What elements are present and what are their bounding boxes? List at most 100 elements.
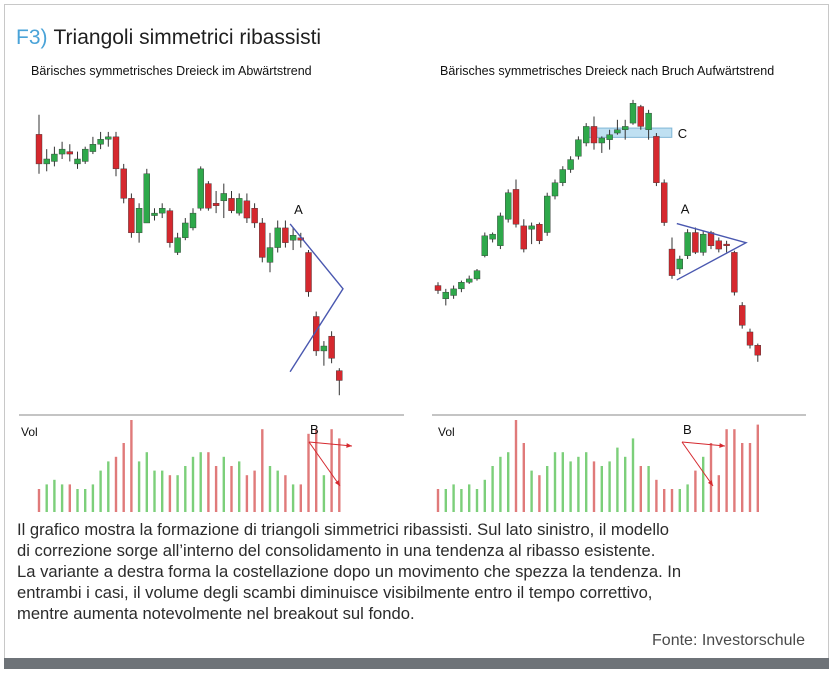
bull-candle <box>622 126 629 130</box>
bear-candle <box>120 168 127 199</box>
volume-bar-up <box>191 456 195 512</box>
bull-candle <box>544 195 551 233</box>
bull-candle <box>466 278 473 283</box>
volume-label: Vol <box>438 425 455 439</box>
figure-title: F3) Triangoli simmetrici ribassisti <box>16 26 321 50</box>
volume-bar-up <box>107 461 110 512</box>
volume-bar-down <box>514 420 518 512</box>
right-chart-title: Bärisches symmetrisches Dreieck nach Bru… <box>440 64 775 78</box>
bear-candle <box>661 182 668 223</box>
volume-bar-up <box>222 456 225 512</box>
volume-bar-down <box>315 429 318 512</box>
bull-candle <box>182 222 189 238</box>
volume-bar-up <box>153 470 156 512</box>
bull-candle <box>551 182 559 197</box>
bull-candle <box>266 247 274 263</box>
volume-bar-down <box>756 424 759 512</box>
bottom-bar <box>4 658 829 669</box>
volume-bar-down <box>522 443 525 512</box>
volume-bar-up <box>276 470 279 512</box>
bear-candle <box>668 248 676 276</box>
volume-bar-down <box>338 438 341 512</box>
volume-bar-up <box>475 489 479 512</box>
bull-candle <box>274 227 281 248</box>
caption-line: Il grafico mostra la formazione di trian… <box>17 520 669 539</box>
volume-bar-down <box>741 443 744 512</box>
caption-line: di correzione sorge all’interno del cons… <box>17 541 656 560</box>
chart-0 <box>19 114 404 512</box>
volume-bar-up <box>678 489 681 512</box>
bull-candle <box>151 212 158 216</box>
volume-arrow <box>308 441 353 447</box>
bear-candle <box>637 106 644 127</box>
volume-arrow <box>308 441 341 487</box>
bull-candle <box>220 193 228 202</box>
bear-candle <box>305 252 312 293</box>
volume-bar-up <box>322 475 326 512</box>
volume-bar-up <box>585 452 588 512</box>
volume-bar-up <box>99 470 102 512</box>
volume-bar-up <box>468 484 471 512</box>
volume-bar-down <box>114 456 118 512</box>
volume-bar-up <box>553 452 557 512</box>
volume-bar-down <box>639 466 642 512</box>
volume-bar-down <box>168 475 172 512</box>
bull-candle <box>143 173 151 224</box>
volume-bar-down <box>538 475 541 512</box>
volume-bar-down <box>307 433 310 512</box>
volume-bar-up <box>686 484 689 512</box>
bear-candle <box>35 134 43 165</box>
volume-bar-up <box>647 466 650 512</box>
volume-bar-down <box>245 475 249 512</box>
bear-candle <box>731 252 738 293</box>
bear-candle <box>723 243 730 246</box>
volume-bar-up <box>499 456 502 512</box>
symmetric-triangle <box>289 223 344 373</box>
bull-candle <box>473 270 481 280</box>
volume-bar-up <box>60 484 64 512</box>
bull-candle <box>81 148 89 162</box>
figure-frame <box>4 4 829 668</box>
bull-candle <box>645 112 652 130</box>
figure-title-text: Triangoli simmetrici ribassisti <box>53 26 322 49</box>
caption-line: La variante a destra forma la costellazi… <box>17 562 682 581</box>
volume-bar-up <box>291 484 295 512</box>
volume-arrow <box>681 441 714 487</box>
volume-bar-down <box>436 489 440 512</box>
bull-candle <box>559 169 566 183</box>
volume-bar-down <box>655 479 658 512</box>
bull-candle <box>614 129 621 134</box>
bear-candle <box>313 316 320 352</box>
bull-candle <box>135 208 143 234</box>
bear-candle <box>746 331 754 346</box>
volume-bar-up <box>616 447 619 512</box>
caption-line: mentre aumenta notevolmente nel breakout… <box>17 604 415 623</box>
volume-annotation-b: B <box>310 422 319 437</box>
volume-bar-down <box>130 420 133 512</box>
volume-bar-up <box>530 470 533 512</box>
chart-1 <box>432 99 806 512</box>
bull-candle <box>489 233 496 240</box>
volume-bar-up <box>199 452 202 512</box>
bull-candle <box>289 235 297 241</box>
volume-bar-down <box>37 489 41 512</box>
bear-candle <box>520 225 527 250</box>
bull-candle <box>174 237 181 253</box>
volume-bar-up <box>45 484 48 512</box>
bull-candle <box>89 144 97 152</box>
volume-bar-up <box>561 452 564 512</box>
bull-candle <box>189 212 197 229</box>
volume-bar-up <box>702 456 705 512</box>
volume-annotation-b: B <box>683 422 692 437</box>
bear-candle <box>590 126 598 144</box>
volume-bar-down <box>670 489 674 512</box>
bear-candle <box>692 232 699 253</box>
bear-candle <box>739 305 746 326</box>
volume-bar-down <box>748 443 752 512</box>
bull-candle <box>629 103 637 124</box>
volume-bar-down <box>725 429 728 512</box>
volume-bar-up <box>145 452 148 512</box>
bear-candle <box>205 183 212 209</box>
caption-line: entrambi i casi, il volume degli scambi … <box>17 583 653 602</box>
bull-candle <box>583 126 590 144</box>
